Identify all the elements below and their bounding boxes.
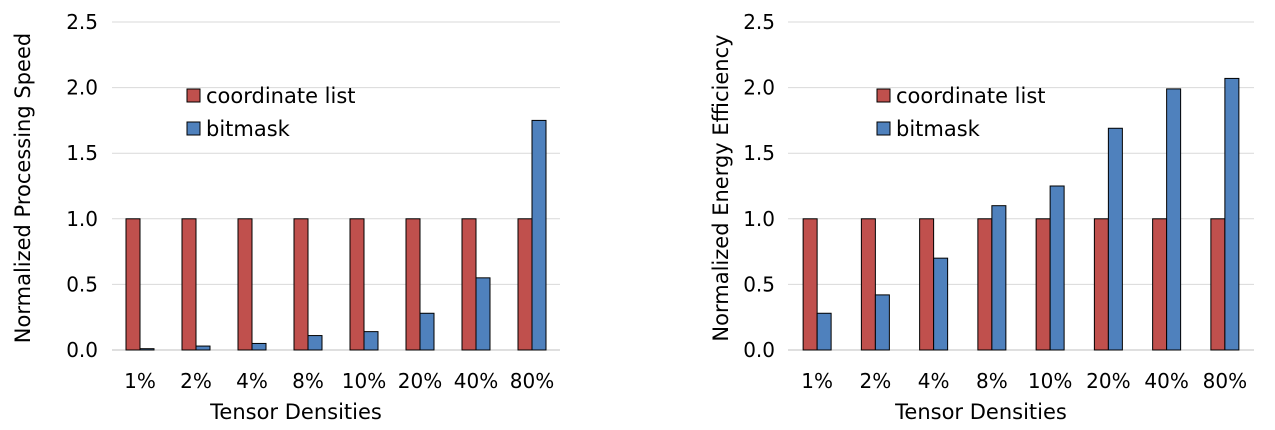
bar-bitmask bbox=[1224, 77, 1240, 351]
legend: coordinate list bitmask bbox=[186, 84, 356, 141]
chart-2: 0.0 0.5 1.0 1.5 2.0 2.5 1% 2% 4% 8% 10% 20% 40% 80% Te… bbox=[709, 10, 1254, 424]
x-tick-label: 2% bbox=[180, 369, 212, 393]
x-tick-label: 4% bbox=[918, 369, 950, 393]
legend-swatch bbox=[186, 88, 201, 103]
x-tick-label: 1% bbox=[124, 369, 156, 393]
y-tick-label: 2.5 bbox=[743, 10, 775, 34]
bar-coordinate-list bbox=[461, 218, 477, 351]
y-axis-title: Normalized Processing Speed bbox=[11, 33, 35, 343]
bar-bitmask bbox=[874, 294, 890, 351]
bar-coordinate-list bbox=[1210, 218, 1226, 351]
y-tick-label: 0.0 bbox=[743, 338, 775, 362]
legend-label: bitmask bbox=[896, 117, 981, 141]
bar-bitmask bbox=[1107, 127, 1123, 351]
chart-1: 0.0 0.5 1.0 1.5 2.0 2.5 1% 2% 4% 8% 10% 20% 40% 80% Te… bbox=[11, 10, 560, 424]
x-tick-label: 40% bbox=[1144, 369, 1188, 393]
y-tick-label: 1.5 bbox=[743, 141, 775, 165]
bar-coordinate-list bbox=[181, 218, 197, 351]
bar-bitmask bbox=[363, 331, 379, 351]
y-tick-label: 1.0 bbox=[66, 207, 98, 231]
bar-coordinate-list bbox=[293, 218, 309, 351]
bar-coordinate-list bbox=[349, 218, 365, 351]
bar-bitmask bbox=[475, 277, 491, 351]
y-tick-label: 0.5 bbox=[66, 272, 98, 296]
bar-coordinate-list bbox=[860, 218, 876, 351]
bar-coordinate-list bbox=[405, 218, 421, 351]
legend-label: coordinate list bbox=[896, 84, 1046, 108]
x-tick-label: 80% bbox=[510, 369, 554, 393]
x-tick-label: 8% bbox=[976, 369, 1008, 393]
bar-bitmask bbox=[991, 205, 1007, 351]
legend-swatch bbox=[876, 121, 891, 136]
y-tick-label: 1.0 bbox=[743, 207, 775, 231]
y-tick-label: 2.5 bbox=[66, 10, 98, 34]
bar-coordinate-list bbox=[237, 218, 253, 351]
bar-bitmask bbox=[531, 119, 547, 351]
bar-bitmask bbox=[251, 342, 267, 351]
bar-coordinate-list bbox=[919, 218, 935, 351]
bar-coordinate-list bbox=[802, 218, 818, 351]
bar-bitmask bbox=[933, 257, 949, 351]
bar-bitmask bbox=[1049, 185, 1065, 351]
y-tick-label: 2.0 bbox=[66, 76, 98, 100]
x-tick-label: 10% bbox=[342, 369, 386, 393]
x-tick-label: 10% bbox=[1028, 369, 1072, 393]
bar-bitmask bbox=[139, 348, 155, 351]
bar-coordinate-list bbox=[1035, 218, 1051, 351]
x-tick-label: 80% bbox=[1203, 369, 1247, 393]
x-tick-label: 20% bbox=[1086, 369, 1130, 393]
y-tick-label: 2.0 bbox=[743, 76, 775, 100]
x-tick-label: 1% bbox=[801, 369, 833, 393]
bar-coordinate-list bbox=[1152, 218, 1168, 351]
x-tick-label: 2% bbox=[860, 369, 892, 393]
bar-coordinate-list bbox=[1093, 218, 1109, 351]
y-tick-label: 0.0 bbox=[66, 338, 98, 362]
legend-label: coordinate list bbox=[206, 84, 356, 108]
bar-bitmask bbox=[419, 312, 435, 351]
y-axis-title: Normalized Energy Efficiency bbox=[709, 34, 733, 341]
legend-swatch bbox=[876, 88, 891, 103]
legend-swatch bbox=[186, 121, 201, 136]
bar-bitmask bbox=[816, 312, 832, 351]
x-tick-label: 8% bbox=[292, 369, 324, 393]
x-tick-label: 4% bbox=[236, 369, 268, 393]
y-tick-label: 0.5 bbox=[743, 272, 775, 296]
x-axis-title: Tensor Densities bbox=[894, 400, 1067, 424]
bar-coordinate-list bbox=[517, 218, 533, 351]
legend-label: bitmask bbox=[206, 117, 291, 141]
bar-bitmask bbox=[195, 345, 211, 351]
legend: coordinate list bitmask bbox=[876, 84, 1046, 141]
x-tick-label: 20% bbox=[398, 369, 442, 393]
bar-bitmask bbox=[307, 335, 323, 351]
bar-coordinate-list bbox=[977, 218, 993, 351]
bar-coordinate-list bbox=[125, 218, 141, 351]
bar-bitmask bbox=[1166, 88, 1182, 351]
y-tick-label: 1.5 bbox=[66, 141, 98, 165]
x-axis-title: Tensor Densities bbox=[209, 400, 382, 424]
x-tick-label: 40% bbox=[454, 369, 498, 393]
